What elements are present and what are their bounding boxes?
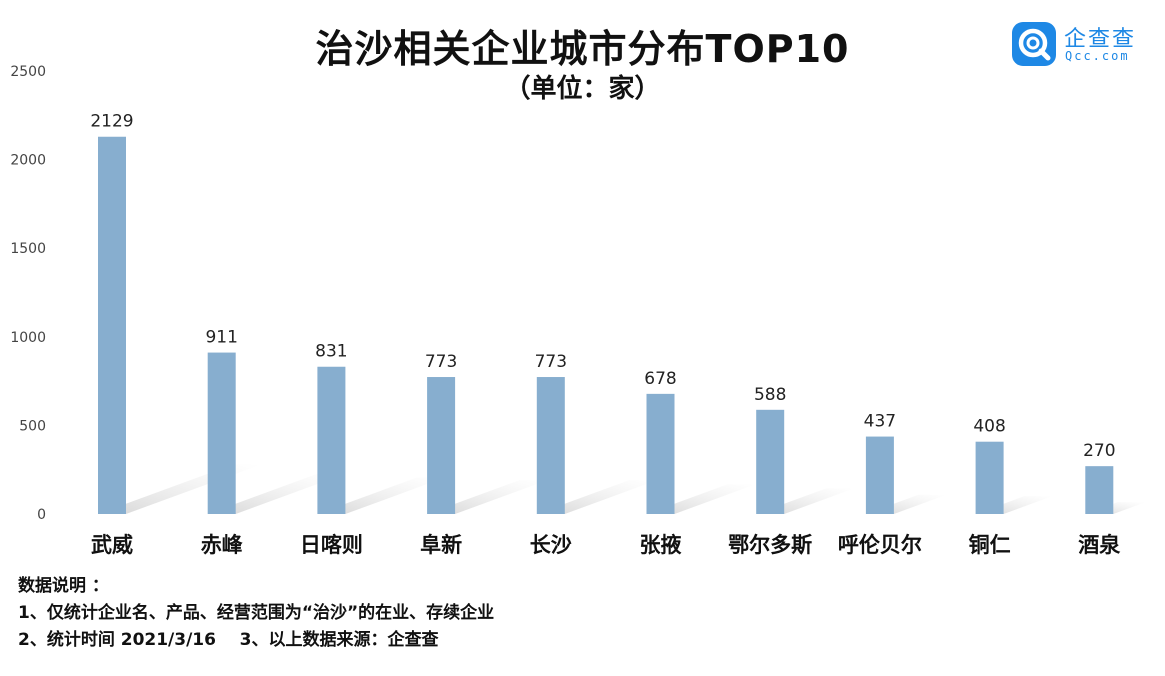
y-tick-label: 1500 xyxy=(10,241,46,257)
data-label: 831 xyxy=(315,342,347,362)
data-label: 588 xyxy=(754,385,786,405)
category-label: 阜新 xyxy=(420,533,462,557)
notes-heading: 数据说明 ： xyxy=(18,576,109,596)
chart-title: 治沙相关企业城市分布TOP10 xyxy=(315,27,850,71)
bar-shadow xyxy=(317,477,445,514)
bar-shadow xyxy=(536,480,658,514)
bar-shadow xyxy=(207,474,345,514)
category-label: 长沙 xyxy=(530,533,572,557)
category-label: 张掖 xyxy=(640,533,682,557)
qcc-logo-icon xyxy=(1012,22,1056,66)
data-label: 270 xyxy=(1083,441,1115,461)
data-label: 408 xyxy=(973,417,1005,437)
bar xyxy=(975,441,1004,514)
bar xyxy=(207,352,236,514)
bar-shadow xyxy=(427,480,548,514)
bar xyxy=(1085,466,1114,514)
category-label: 赤峰 xyxy=(201,533,243,557)
category-label: 酒泉 xyxy=(1078,533,1121,557)
brand-logo: 企查查 Qcc.com xyxy=(1012,22,1152,66)
bar-chart: 0 500 1000 1500 2000 2500 2129 武威 911 赤峰 831 日喀则 773… xyxy=(10,64,1146,557)
bar xyxy=(536,377,565,514)
bar xyxy=(317,366,346,514)
data-notes: 数据说明 ： 1、仅统计企业名、产品、经营范围为“治沙”的在业、存续企业 2、统… xyxy=(18,573,494,654)
chart-subtitle: （单位：家） xyxy=(504,74,661,104)
data-label: 911 xyxy=(205,328,237,348)
data-label: 678 xyxy=(644,369,676,389)
data-label: 437 xyxy=(864,412,896,432)
y-tick-label: 0 xyxy=(37,507,46,523)
category-label: 呼伦贝尔 xyxy=(838,533,922,557)
logo-domain: Qcc.com xyxy=(1065,49,1130,63)
y-tick-label: 2500 xyxy=(10,64,46,80)
bar xyxy=(98,136,126,514)
logo-name: 企查查 xyxy=(1064,27,1137,52)
notes-line-1: 1、仅统计企业名、产品、经营范围为“治沙”的在业、存续企业 xyxy=(18,603,495,623)
bar xyxy=(865,436,894,514)
y-tick-label: 2000 xyxy=(10,153,46,169)
category-label: 铜仁 xyxy=(969,533,1011,557)
bar xyxy=(646,393,675,514)
category-label: 鄂尔多斯 xyxy=(728,533,812,557)
data-label: 2129 xyxy=(90,112,133,132)
data-label: 773 xyxy=(535,352,567,372)
notes-line-2: 2、统计时间 2021/3/16 3、以上数据来源：企查查 xyxy=(18,630,439,650)
category-label: 武威 xyxy=(91,533,133,557)
bar xyxy=(427,377,456,514)
category-label: 日喀则 xyxy=(300,533,363,557)
data-label: 773 xyxy=(425,352,457,372)
bar xyxy=(756,409,785,514)
y-tick-label: 1000 xyxy=(10,330,46,346)
y-tick-label: 500 xyxy=(19,418,46,434)
